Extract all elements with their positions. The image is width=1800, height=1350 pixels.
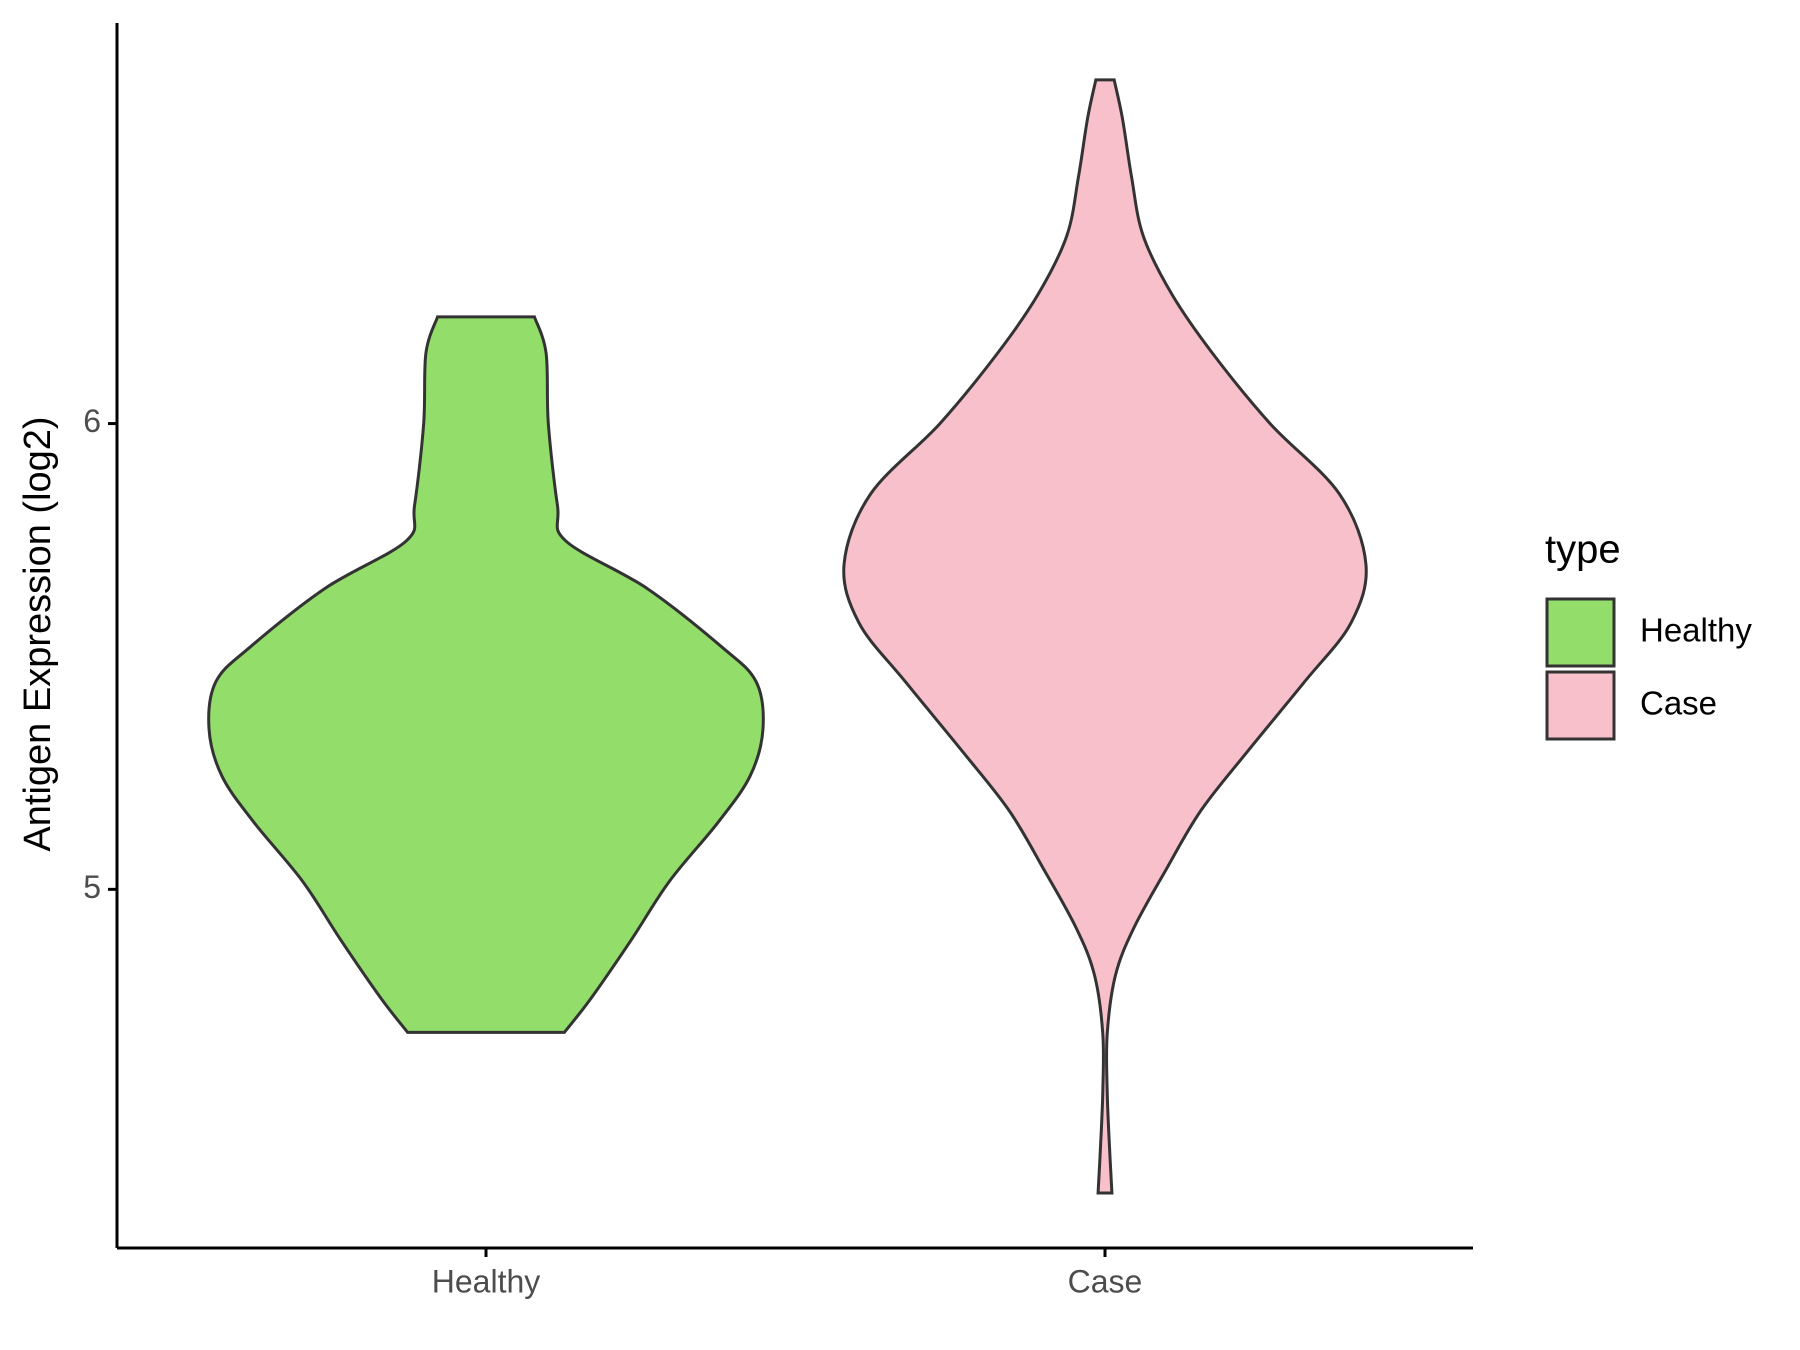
legend-key [1545, 597, 1616, 668]
legend-label: Healthy [1640, 612, 1752, 649]
legend-label: Case [1640, 685, 1717, 722]
legend-title: type [1545, 528, 1621, 572]
x-tick-label: Case [1068, 1263, 1143, 1299]
y-axis-title: Antigen Expression (log2) [17, 416, 59, 851]
violin [842, 78, 1368, 1195]
y-tick-label: 6 [83, 403, 101, 439]
violin [207, 315, 765, 1034]
legend-key [1545, 670, 1616, 741]
y-tick-label: 5 [83, 869, 101, 905]
x-tick-label: Healthy [432, 1263, 541, 1299]
